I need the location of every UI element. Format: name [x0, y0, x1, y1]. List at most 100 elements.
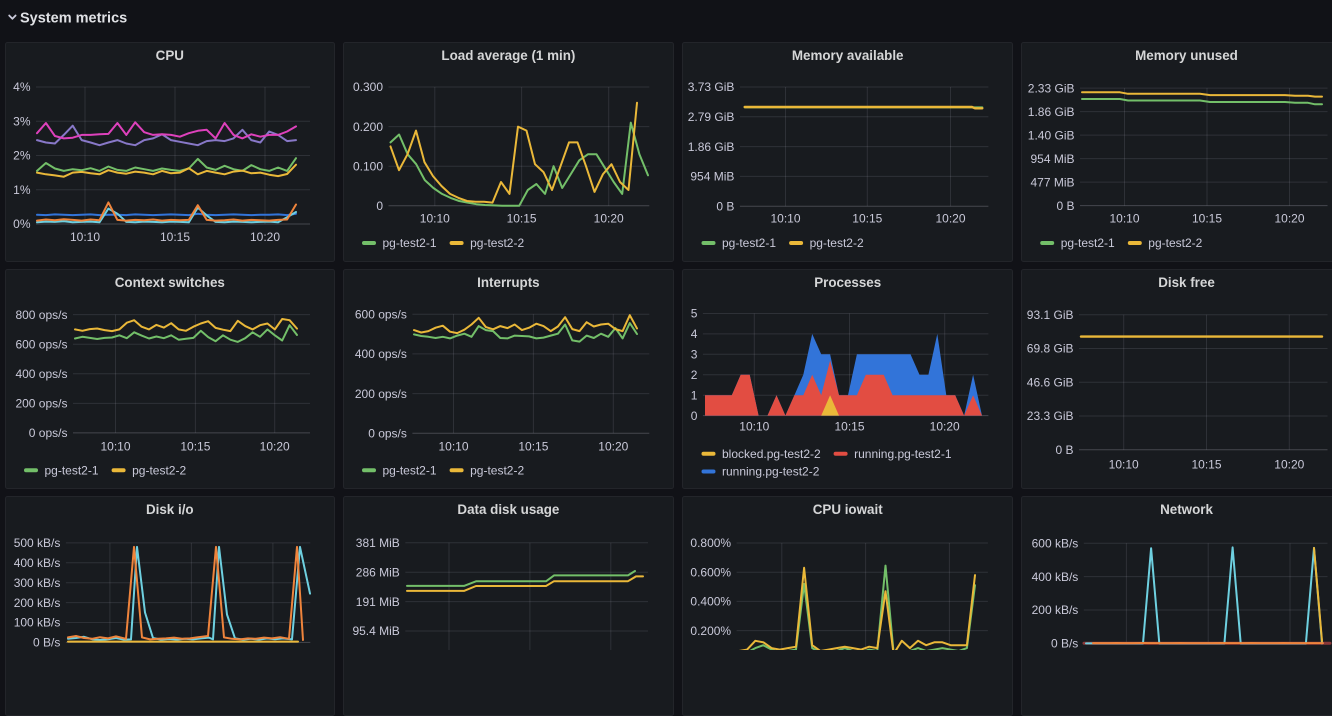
svg-text:Memory available: Memory available: [792, 48, 904, 63]
svg-text:10:10: 10:10: [438, 439, 468, 453]
svg-text:Context switches: Context switches: [115, 275, 225, 290]
svg-text:0.200%: 0.200%: [690, 624, 731, 638]
svg-text:10:20: 10:20: [930, 420, 960, 434]
svg-text:10:20: 10:20: [260, 439, 290, 453]
svg-text:4%: 4%: [13, 80, 31, 94]
svg-text:93.1 GiB: 93.1 GiB: [1027, 308, 1074, 322]
svg-text:23.3 GiB: 23.3 GiB: [1027, 409, 1074, 423]
svg-text:10:15: 10:15: [834, 420, 864, 434]
svg-text:10:20: 10:20: [250, 230, 280, 244]
svg-text:Processes: Processes: [814, 275, 881, 290]
svg-text:300 kB/s: 300 kB/s: [14, 576, 61, 590]
svg-text:800 ops/s: 800 ops/s: [15, 308, 67, 322]
svg-text:1.86 GiB: 1.86 GiB: [688, 140, 735, 154]
svg-text:running.pg-test2-1: running.pg-test2-1: [854, 447, 952, 461]
svg-text:400 kB/s: 400 kB/s: [1032, 570, 1079, 584]
svg-text:600 ops/s: 600 ops/s: [355, 307, 407, 321]
svg-text:3: 3: [691, 348, 698, 362]
svg-text:10:15: 10:15: [180, 439, 210, 453]
svg-text:46.6 GiB: 46.6 GiB: [1027, 375, 1074, 389]
svg-text:10:10: 10:10: [420, 212, 450, 226]
svg-text:pg-test2-2: pg-test2-2: [470, 236, 524, 250]
svg-text:400 ops/s: 400 ops/s: [15, 367, 67, 381]
svg-text:Memory unused: Memory unused: [1135, 48, 1238, 63]
svg-text:0.800%: 0.800%: [690, 536, 731, 550]
svg-text:0: 0: [376, 199, 383, 213]
svg-text:10:20: 10:20: [1274, 458, 1304, 472]
svg-text:1.86 GiB: 1.86 GiB: [1028, 105, 1075, 119]
svg-text:600 kB/s: 600 kB/s: [1032, 536, 1079, 550]
svg-text:3%: 3%: [13, 115, 31, 129]
svg-text:0 B: 0 B: [1055, 443, 1073, 457]
svg-text:10:10: 10:10: [1109, 458, 1139, 472]
svg-text:pg-test2-2: pg-test2-2: [470, 464, 524, 478]
svg-text:5: 5: [691, 307, 698, 321]
svg-text:10:20: 10:20: [598, 439, 628, 453]
svg-text:2%: 2%: [13, 149, 31, 163]
svg-text:400 kB/s: 400 kB/s: [14, 556, 61, 570]
svg-text:2.79 GiB: 2.79 GiB: [688, 110, 735, 124]
svg-text:0 ops/s: 0 ops/s: [29, 426, 68, 440]
svg-text:pg-test2-1: pg-test2-1: [383, 464, 437, 478]
svg-text:running.pg-test2-2: running.pg-test2-2: [722, 465, 820, 479]
svg-text:381 MiB: 381 MiB: [356, 536, 400, 550]
svg-text:CPU iowait: CPU iowait: [813, 502, 883, 517]
svg-text:0.400%: 0.400%: [690, 595, 731, 609]
svg-text:3.73 GiB: 3.73 GiB: [688, 80, 735, 94]
svg-text:477 MiB: 477 MiB: [1030, 175, 1074, 189]
svg-text:69.8 GiB: 69.8 GiB: [1027, 342, 1074, 356]
svg-text:0 B: 0 B: [1056, 199, 1074, 213]
svg-text:CPU: CPU: [156, 48, 184, 63]
svg-text:0 B: 0 B: [716, 199, 734, 213]
svg-text:10:20: 10:20: [935, 212, 965, 226]
svg-text:200 kB/s: 200 kB/s: [1032, 603, 1079, 617]
svg-text:Load average (1 min): Load average (1 min): [441, 48, 575, 63]
svg-text:0: 0: [691, 409, 698, 423]
svg-text:pg-test2-1: pg-test2-1: [1061, 236, 1115, 250]
svg-text:Network: Network: [1160, 502, 1213, 517]
svg-text:0 B/s: 0 B/s: [33, 636, 60, 650]
svg-text:pg-test2-2: pg-test2-2: [1148, 236, 1202, 250]
svg-text:500 kB/s: 500 kB/s: [14, 536, 61, 550]
svg-text:600 ops/s: 600 ops/s: [15, 337, 67, 351]
svg-text:286 MiB: 286 MiB: [356, 565, 400, 579]
svg-text:100 kB/s: 100 kB/s: [14, 616, 61, 630]
svg-text:954 MiB: 954 MiB: [690, 170, 734, 184]
svg-text:0 B/s: 0 B/s: [1051, 637, 1078, 650]
svg-text:1%: 1%: [13, 183, 31, 197]
svg-text:4: 4: [691, 327, 698, 341]
svg-text:0 ops/s: 0 ops/s: [368, 426, 407, 440]
svg-text:10:10: 10:10: [100, 439, 130, 453]
svg-text:pg-test2-1: pg-test2-1: [45, 464, 99, 478]
svg-text:1: 1: [691, 388, 698, 402]
svg-text:10:10: 10:10: [1109, 212, 1139, 226]
svg-text:10:15: 10:15: [518, 439, 548, 453]
svg-text:954 MiB: 954 MiB: [1030, 152, 1074, 166]
svg-text:2.33 GiB: 2.33 GiB: [1028, 81, 1075, 95]
svg-text:95.4 MiB: 95.4 MiB: [352, 624, 399, 638]
svg-text:1.40 GiB: 1.40 GiB: [1028, 128, 1075, 142]
svg-text:0%: 0%: [13, 217, 31, 231]
svg-text:10:10: 10:10: [770, 212, 800, 226]
svg-text:0.100: 0.100: [353, 159, 383, 173]
svg-text:pg-test2-1: pg-test2-1: [383, 236, 437, 250]
svg-text:191 MiB: 191 MiB: [356, 595, 400, 609]
svg-text:2: 2: [691, 368, 698, 382]
svg-text:Data disk usage: Data disk usage: [457, 502, 559, 517]
svg-text:10:20: 10:20: [594, 212, 624, 226]
svg-text:0.300: 0.300: [353, 80, 383, 94]
svg-text:blocked.pg-test2-2: blocked.pg-test2-2: [722, 447, 821, 461]
svg-text:10:15: 10:15: [1191, 458, 1221, 472]
svg-text:pg-test2-2: pg-test2-2: [810, 236, 864, 250]
svg-text:200 ops/s: 200 ops/s: [15, 397, 67, 411]
svg-text:10:15: 10:15: [507, 212, 537, 226]
svg-text:0.200: 0.200: [353, 120, 383, 134]
svg-text:pg-test2-1: pg-test2-1: [722, 236, 776, 250]
svg-text:200 ops/s: 200 ops/s: [355, 387, 407, 401]
svg-text:System metrics: System metrics: [20, 11, 127, 27]
svg-text:Disk i/o: Disk i/o: [146, 502, 194, 517]
svg-text:400 ops/s: 400 ops/s: [355, 347, 407, 361]
svg-text:0.600%: 0.600%: [690, 565, 731, 579]
svg-text:200 kB/s: 200 kB/s: [14, 596, 61, 610]
svg-text:Disk free: Disk free: [1158, 275, 1215, 290]
